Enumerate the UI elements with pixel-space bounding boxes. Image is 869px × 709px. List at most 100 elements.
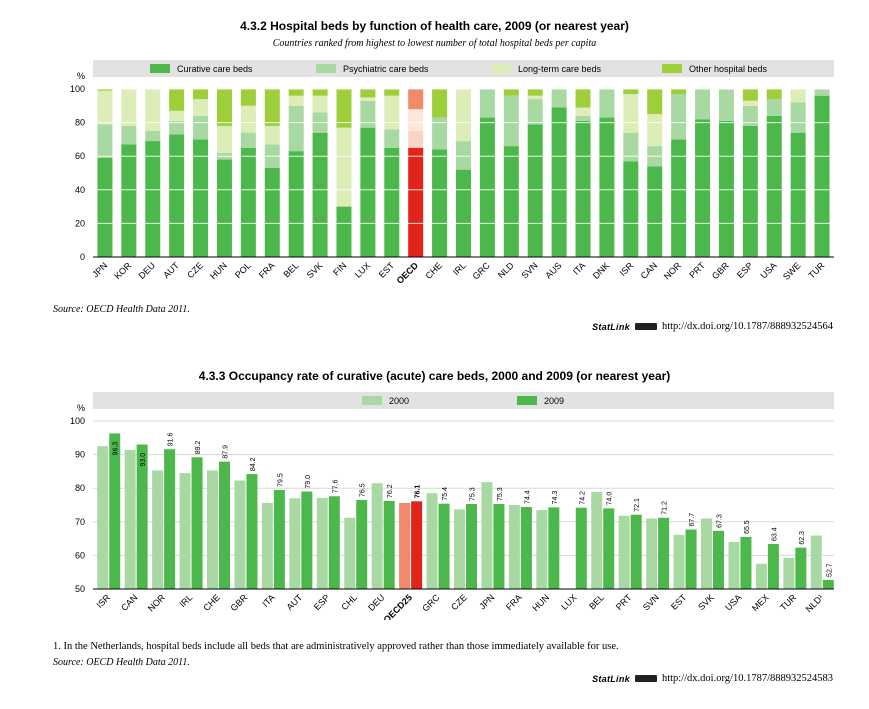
y-tick-label: 50 bbox=[75, 584, 85, 594]
y-tick-label: 80 bbox=[75, 483, 85, 493]
bar-SWE-psychiatric bbox=[790, 102, 806, 133]
data-label-BEL: 74.0 bbox=[607, 492, 614, 506]
bar-SVK-2009 bbox=[713, 530, 724, 589]
bar-EST-longterm bbox=[384, 95, 400, 130]
y-tick-label: 80 bbox=[75, 118, 85, 128]
bar-NOR-psychiatric bbox=[671, 94, 687, 140]
bar-ISR-psychiatric bbox=[623, 132, 639, 162]
x-tick-label: CHL bbox=[339, 592, 359, 612]
bar-CZE-2000 bbox=[454, 509, 465, 589]
data-label-EST: 67.7 bbox=[689, 513, 696, 527]
bar-OECD-psychiatric bbox=[408, 131, 424, 148]
bar-CHL-2000 bbox=[344, 517, 356, 589]
x-tick-label: CZE bbox=[449, 592, 469, 612]
bar-ESP-psychiatric bbox=[742, 105, 758, 126]
x-tick-label: HUN bbox=[530, 592, 551, 613]
bar-CZE-longterm bbox=[193, 99, 209, 116]
bar-POL-longterm bbox=[240, 105, 256, 133]
data-label-PRT: 72.1 bbox=[634, 498, 641, 512]
y-tick-label: 40 bbox=[75, 185, 85, 195]
x-tick-label: DNK bbox=[591, 260, 612, 281]
chart2-grouped-bar-chart: 2000 2009% 50 60 70 80 90 100 96.3 ISR 93.0 CAN 91.6… bbox=[70, 392, 834, 620]
bar-BEL-other bbox=[288, 89, 304, 96]
x-tick-label: NOR bbox=[662, 260, 684, 282]
bar-GRC-curative bbox=[479, 117, 495, 257]
bar-DEU-curative bbox=[145, 141, 161, 257]
data-label-USA: 65.5 bbox=[744, 520, 751, 534]
bar-PRT-psychiatric bbox=[695, 89, 711, 120]
chart2-statlink-url[interactable]: http://dx.doi.org/10.1787/888932524583 bbox=[661, 673, 833, 684]
x-tick-label: GBR bbox=[710, 260, 731, 281]
bar-SVK-curative bbox=[312, 132, 328, 257]
statlink-logo-icon bbox=[634, 323, 657, 330]
data-label-FRA: 74.4 bbox=[524, 490, 531, 504]
bar-SVK-2000 bbox=[701, 518, 712, 589]
legend-swatch-longterm bbox=[491, 64, 511, 73]
bar-ITA-2000 bbox=[261, 502, 273, 589]
bar-AUS-curative bbox=[551, 107, 567, 257]
bar-NLD-psychiatric bbox=[503, 95, 519, 147]
bar-AUT-psychiatric bbox=[169, 120, 185, 135]
bar-AUT-2009 bbox=[301, 491, 313, 589]
bar-KOR-curative bbox=[121, 144, 137, 257]
bar-ISR-other bbox=[623, 89, 639, 95]
bar-ITA-longterm bbox=[575, 107, 591, 116]
bar-SVK-longterm bbox=[312, 95, 328, 113]
x-tick-label: SVN bbox=[519, 260, 539, 280]
legend-label-other: Other hospital beds bbox=[689, 64, 768, 74]
statlink-brand: StatLink bbox=[592, 673, 630, 684]
bar-KOR-psychiatric bbox=[121, 125, 137, 145]
x-tick-label: CHE bbox=[201, 592, 222, 613]
bar-EST-2000 bbox=[673, 534, 685, 589]
bar-CHE-other bbox=[432, 89, 448, 118]
bar-NLD¹-2000 bbox=[810, 535, 822, 589]
x-tick-label: USA bbox=[723, 592, 743, 612]
bar-USA-curative bbox=[766, 115, 782, 257]
bar-SVN-longterm bbox=[527, 95, 543, 100]
bar-POL-curative bbox=[240, 147, 256, 257]
x-tick-label: GRC bbox=[471, 260, 493, 282]
x-tick-label: OECD bbox=[395, 260, 421, 286]
chart1-statlink-url[interactable]: http://dx.doi.org/10.1787/888932524564 bbox=[661, 321, 833, 332]
bar-BEL-2000 bbox=[591, 491, 603, 589]
x-tick-label: AUT bbox=[284, 592, 304, 612]
bar-IRL-curative bbox=[456, 169, 471, 257]
legend-label-y2009: 2009 bbox=[544, 396, 564, 406]
legend-swatch-psychiatric bbox=[316, 64, 336, 73]
x-tick-label: OECD25 bbox=[381, 592, 414, 620]
bar-ESP-longterm bbox=[742, 100, 758, 106]
chart1-statlink[interactable]: StatLink http://dx.doi.org/10.1787/88893… bbox=[592, 321, 833, 332]
bar-JPN-psychiatric bbox=[97, 124, 113, 158]
bar-JPN-2000 bbox=[481, 482, 493, 589]
bar-NLD¹-2009 bbox=[822, 579, 834, 589]
x-tick-label: CZE bbox=[185, 260, 205, 280]
bar-HUN-longterm bbox=[216, 125, 232, 153]
chart2-footnote: 1. In the Netherlands, hospital beds inc… bbox=[53, 641, 619, 652]
x-tick-label: DEU bbox=[137, 260, 158, 281]
x-tick-label: ITA bbox=[260, 592, 277, 609]
x-tick-label: MEX bbox=[750, 592, 771, 613]
bar-LUX-2009 bbox=[575, 507, 587, 589]
y-tick-label: 0 bbox=[80, 252, 85, 262]
bar-CHE-psychiatric bbox=[432, 117, 448, 150]
y-tick-label: 90 bbox=[75, 450, 85, 460]
chart2-legend-background bbox=[93, 392, 834, 409]
bar-DEU-longterm bbox=[145, 89, 161, 131]
bar-CZE-other bbox=[193, 89, 209, 100]
bar-GBR-psychiatric bbox=[718, 89, 734, 121]
bar-HUN-curative bbox=[216, 159, 232, 257]
data-label-AUT: 79.0 bbox=[305, 475, 312, 489]
x-tick-label: ISR bbox=[94, 592, 112, 610]
chart2-statlink[interactable]: StatLink http://dx.doi.org/10.1787/88893… bbox=[592, 673, 833, 684]
data-label-SVN: 71.2 bbox=[662, 501, 669, 515]
x-tick-label: DEU bbox=[366, 592, 387, 613]
bar-ESP-curative bbox=[742, 125, 758, 258]
data-label-GBR: 84.2 bbox=[250, 457, 257, 471]
bar-SWE-longterm bbox=[790, 89, 806, 103]
x-tick-label: NLD bbox=[496, 260, 516, 280]
data-label-JPN: 75.3 bbox=[497, 487, 504, 501]
bar-CZE-psychiatric bbox=[193, 115, 209, 140]
bar-BEL-2009 bbox=[603, 508, 615, 589]
bar-ISR-2009 bbox=[109, 433, 121, 589]
bar-NLD-other bbox=[503, 89, 519, 96]
